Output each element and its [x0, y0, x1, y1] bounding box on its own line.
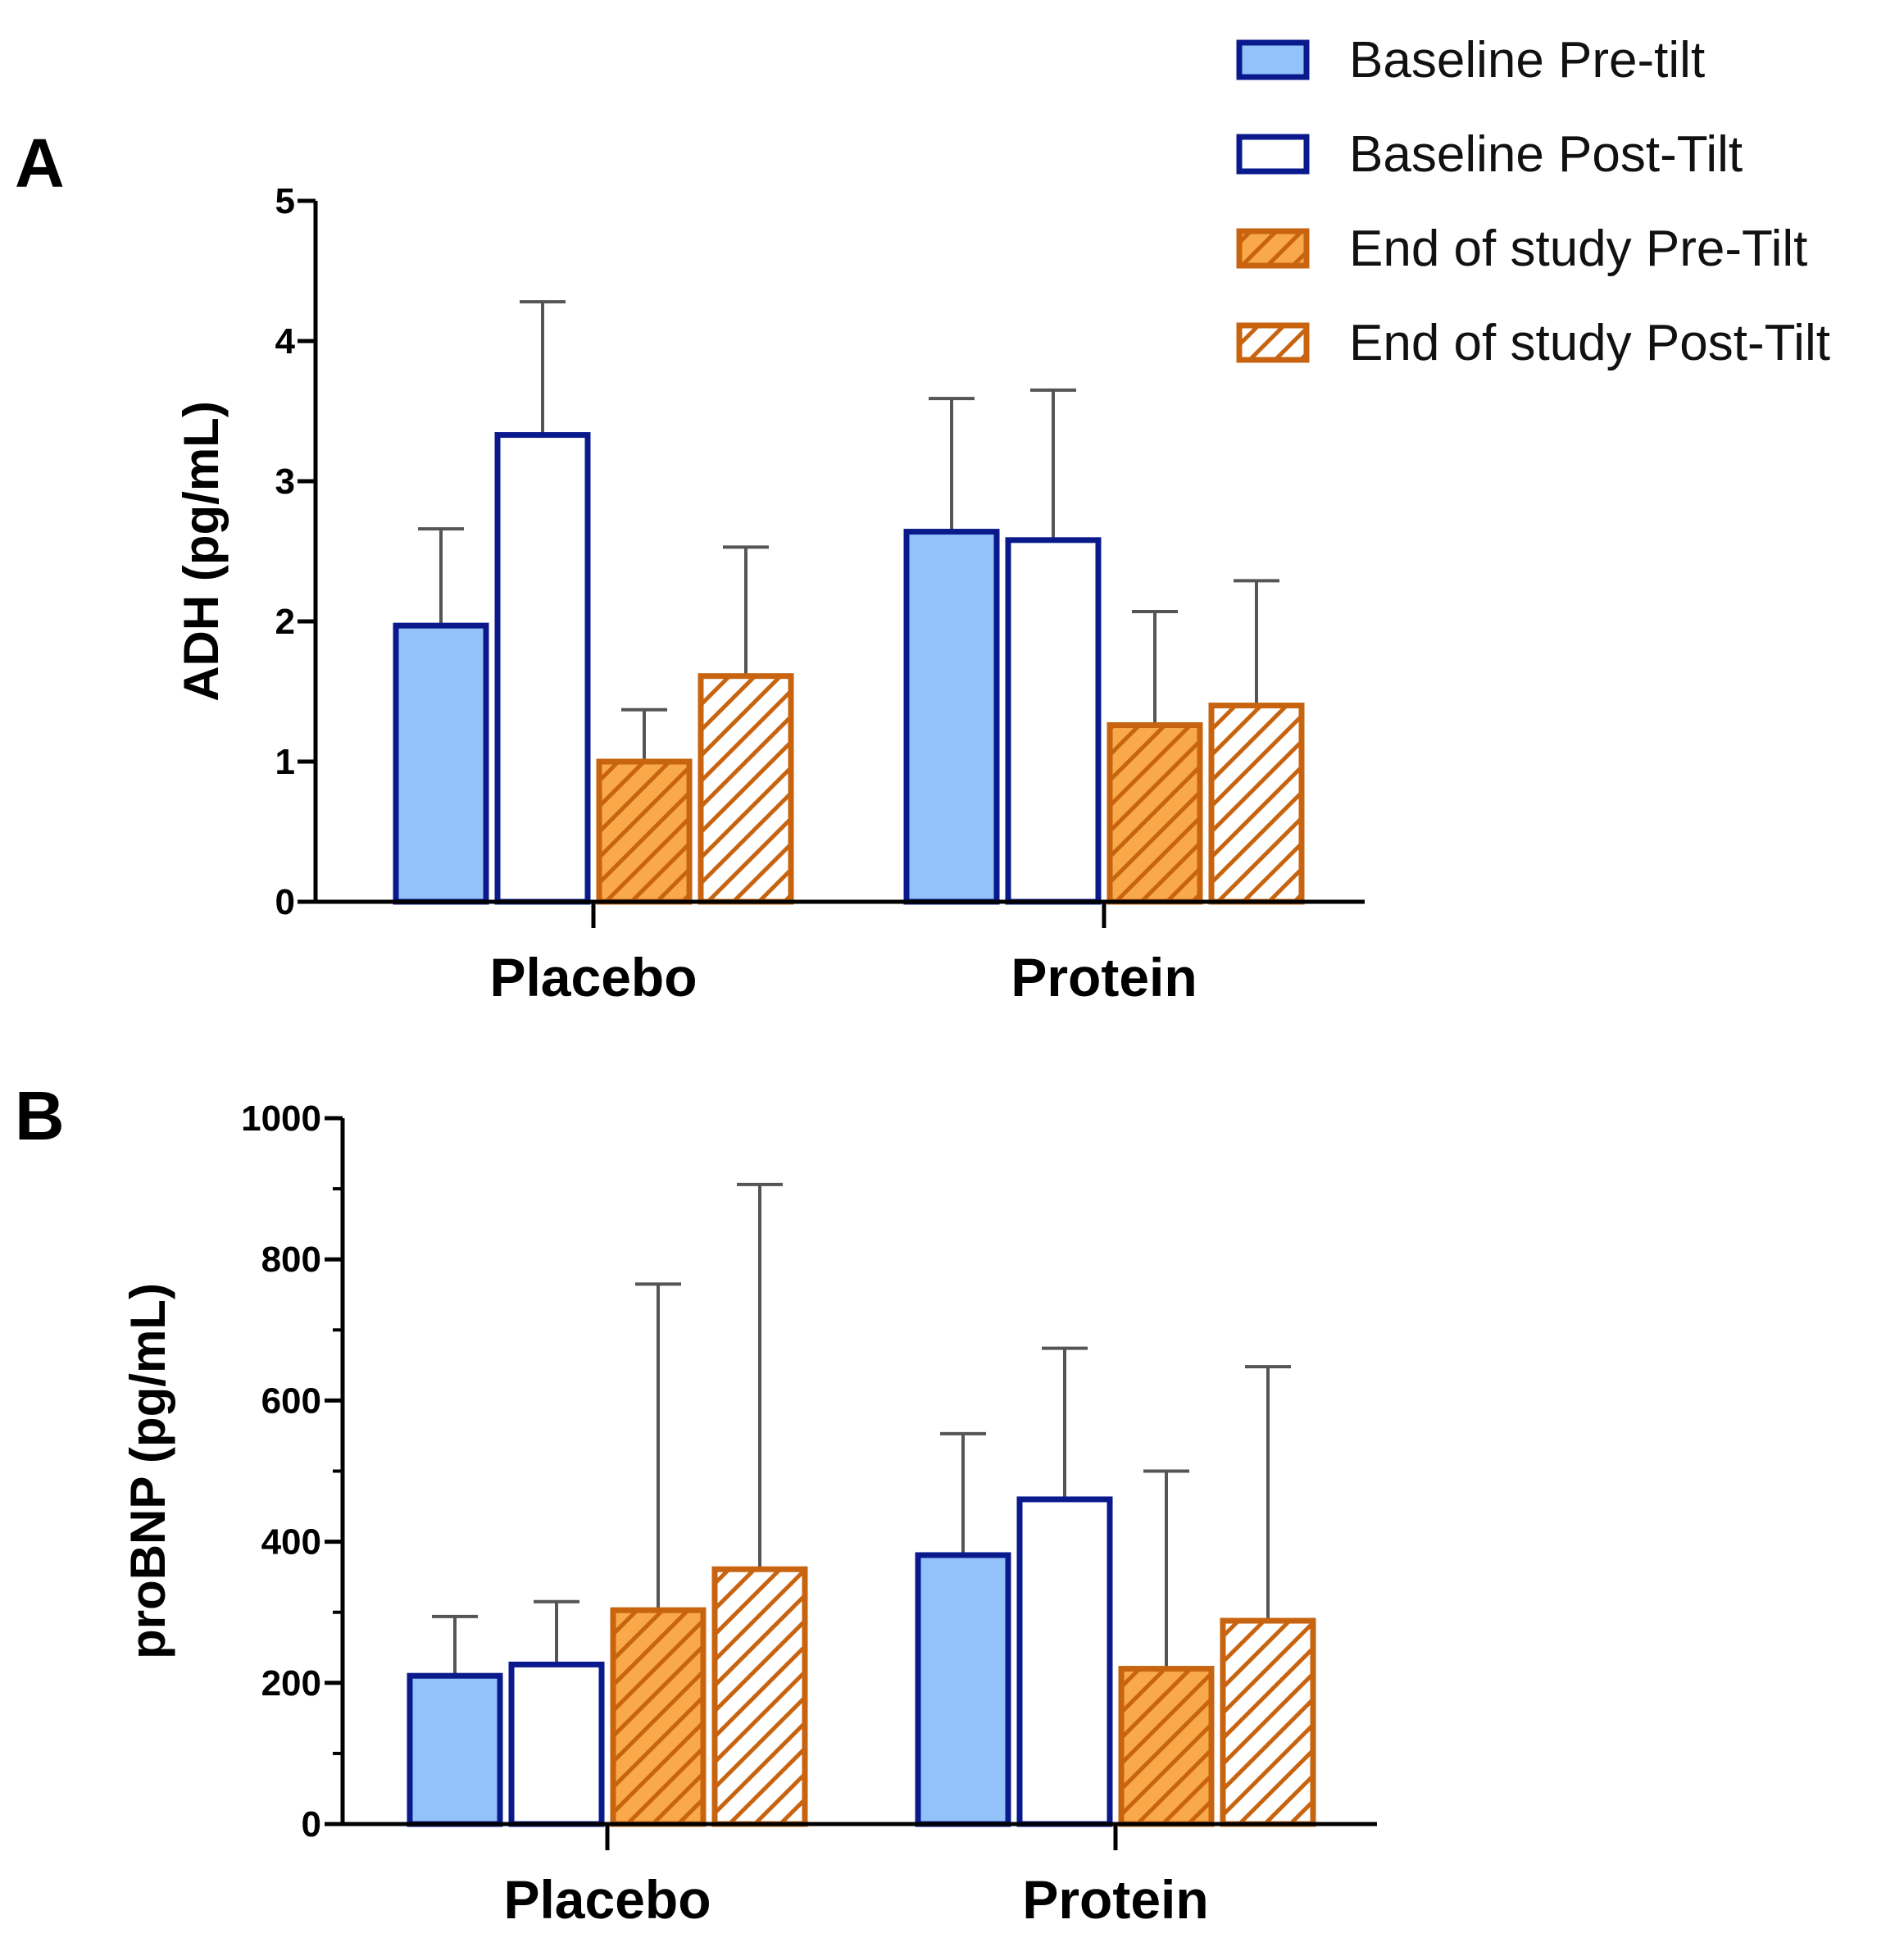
x-category-label: Protein: [1022, 1869, 1208, 1930]
bar: [494, 432, 591, 905]
y-tick-label: 0: [302, 1804, 321, 1845]
bar: [393, 622, 489, 905]
y-tick-label: 1: [275, 742, 295, 782]
legend-swatch: [1236, 134, 1310, 175]
bar: [610, 1607, 707, 1827]
bar: [1016, 1496, 1113, 1827]
bar: [508, 1661, 605, 1827]
legend-label: Baseline Post-Tilt: [1349, 126, 1743, 183]
panel-label: B: [15, 1077, 65, 1154]
bar: [1220, 1617, 1316, 1827]
legend-label: Baseline Pre-tilt: [1349, 32, 1705, 89]
bar: [596, 758, 693, 905]
y-tick-label: 400: [261, 1522, 321, 1563]
y-tick-label: 800: [261, 1240, 321, 1280]
x-category-label: Placebo: [503, 1869, 711, 1930]
bar: [915, 1552, 1011, 1827]
legend-swatch: [1236, 39, 1310, 80]
legend-swatch: [1236, 322, 1310, 363]
y-tick-label: 4: [275, 321, 296, 362]
bar: [698, 673, 794, 905]
legend-label: End of study Post-Tilt: [1349, 315, 1830, 371]
y-tick-label: 5: [275, 181, 295, 221]
bar: [407, 1672, 503, 1827]
bar: [903, 529, 1000, 905]
legend-label: End of study Pre-Tilt: [1349, 221, 1807, 277]
y-tick-label: 0: [275, 882, 295, 922]
y-tick-label: 1000: [241, 1099, 321, 1139]
y-tick-label: 200: [261, 1663, 321, 1704]
y-axis-title: proBNP (pg/mL): [120, 1283, 175, 1659]
legend-swatch: [1236, 228, 1310, 269]
panel-label: A: [15, 125, 65, 202]
y-axis-title: ADH (pg/mL): [174, 401, 229, 702]
x-category-label: Placebo: [489, 947, 697, 1008]
y-tick-label: 600: [261, 1381, 321, 1421]
bar: [711, 1566, 808, 1827]
panel-a-chart: A ADH (pg/mL) 0 1 2 3 4 5 Placebo Protein: [15, 125, 1365, 1008]
bar: [1118, 1666, 1215, 1827]
legend: Baseline Pre-tilt Baseline Post-Tilt End o…: [1236, 32, 1830, 371]
bar: [1208, 703, 1305, 905]
bar: [1005, 537, 1102, 905]
x-category-label: Protein: [1011, 947, 1197, 1008]
y-tick-label: 2: [275, 602, 295, 642]
y-tick-label: 3: [275, 462, 295, 502]
bar: [1107, 722, 1203, 905]
